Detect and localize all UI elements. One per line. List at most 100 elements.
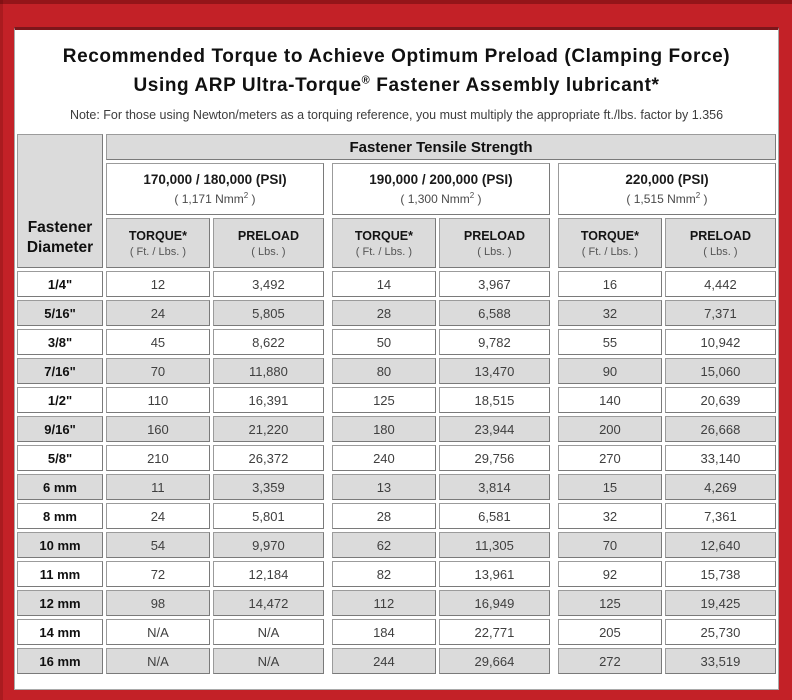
preload-column-header: PRELOAD ( Lbs. ): [212, 218, 324, 268]
preload-value-cell: 5,805: [212, 300, 324, 326]
fastener-diameter-header: Fastener Diameter: [17, 134, 103, 268]
preload-value-cell: 29,756: [438, 445, 550, 471]
torque-value-cell: 13: [331, 474, 436, 500]
torque-value-cell: 184: [331, 619, 436, 645]
torque-value-cell: 180: [331, 416, 436, 442]
preload-value-cell: N/A: [212, 648, 324, 674]
preload-value-cell: 9,782: [438, 329, 550, 355]
preload-column-header: PRELOAD ( Lbs. ): [438, 218, 550, 268]
preload-value-cell: 5,801: [212, 503, 324, 529]
torque-value-cell: 62: [331, 532, 436, 558]
torque-value-cell: 16: [557, 271, 662, 297]
torque-value-cell: 55: [557, 329, 662, 355]
note-text: Note: For those using Newton/meters as a…: [69, 108, 724, 122]
torque-value-cell: 70: [106, 358, 210, 384]
torque-value-cell: 80: [331, 358, 436, 384]
preload-value-cell: 14,472: [212, 590, 324, 616]
diameter-cell: 11 mm: [17, 561, 103, 587]
preload-value-cell: 6,581: [438, 503, 550, 529]
preload-value-cell: 3,814: [438, 474, 550, 500]
torque-value-cell: 112: [331, 590, 436, 616]
torque-value-cell: 54: [106, 532, 210, 558]
torque-value-cell: 90: [557, 358, 662, 384]
preload-value-cell: 16,949: [438, 590, 550, 616]
preload-value-cell: 13,470: [438, 358, 550, 384]
torque-value-cell: 15: [557, 474, 662, 500]
torque-value-cell: 24: [106, 300, 210, 326]
torque-value-cell: 125: [557, 590, 662, 616]
document-title: Recommended Torque to Achieve Optimum Pr…: [15, 43, 778, 100]
preload-value-cell: 7,371: [664, 300, 776, 326]
preload-value-cell: 22,771: [438, 619, 550, 645]
preload-value-cell: 15,060: [664, 358, 776, 384]
preload-value-cell: 26,372: [212, 445, 324, 471]
preload-value-cell: 33,140: [664, 445, 776, 471]
torque-value-cell: 45: [106, 329, 210, 355]
diameter-cell: 3/8": [17, 329, 103, 355]
diameter-cell: 5/16": [17, 300, 103, 326]
diameter-cell: 8 mm: [17, 503, 103, 529]
preload-value-cell: 13,961: [438, 561, 550, 587]
torque-value-cell: 160: [106, 416, 210, 442]
torque-value-cell: 210: [106, 445, 210, 471]
torque-value-cell: N/A: [106, 619, 210, 645]
torque-value-cell: 244: [331, 648, 436, 674]
preload-value-cell: 7,361: [664, 503, 776, 529]
diameter-cell: 6 mm: [17, 474, 103, 500]
diameter-cell: 10 mm: [17, 532, 103, 558]
fastener-diameter-header-line2: Diameter: [26, 238, 94, 256]
preload-value-cell: 9,970: [212, 532, 324, 558]
torque-value-cell: 200: [557, 416, 662, 442]
torque-value-cell: 32: [557, 300, 662, 326]
tensile-strength-header: Fastener Tensile Strength: [106, 134, 776, 160]
torque-table: Fastener Diameter Fastener Tensile Stren…: [17, 134, 776, 674]
preload-value-cell: 19,425: [664, 590, 776, 616]
diameter-cell: 7/16": [17, 358, 103, 384]
preload-value-cell: 3,359: [212, 474, 324, 500]
preload-value-cell: 11,305: [438, 532, 550, 558]
title-line2: Using ARP Ultra-Torque® Fastener Assembl…: [133, 74, 660, 96]
torque-value-cell: 140: [557, 387, 662, 413]
preload-value-cell: 29,664: [438, 648, 550, 674]
torque-value-cell: 98: [106, 590, 210, 616]
nmm-rating: ( 1,300 Nmm2 ): [400, 191, 482, 206]
torque-value-cell: 240: [331, 445, 436, 471]
torque-value-cell: 70: [557, 532, 662, 558]
nmm-rating: ( 1,171 Nmm2 ): [174, 191, 256, 206]
preload-value-cell: 12,640: [664, 532, 776, 558]
torque-value-cell: 272: [557, 648, 662, 674]
torque-column-header: TORQUE* ( Ft. / Lbs. ): [106, 218, 210, 268]
title-line1: Recommended Torque to Achieve Optimum Pr…: [62, 46, 731, 67]
preload-value-cell: 16,391: [212, 387, 324, 413]
preload-value-cell: 33,519: [664, 648, 776, 674]
torque-value-cell: 110: [106, 387, 210, 413]
diameter-cell: 1/4": [17, 271, 103, 297]
preload-value-cell: 4,442: [664, 271, 776, 297]
torque-value-cell: 125: [331, 387, 436, 413]
torque-value-cell: 11: [106, 474, 210, 500]
diameter-cell: 16 mm: [17, 648, 103, 674]
psi-rating: 190,000 / 200,000 (PSI): [369, 172, 513, 187]
psi-rating: 170,000 / 180,000 (PSI): [143, 172, 287, 187]
fastener-diameter-header-line1: Fastener: [27, 218, 93, 236]
diameter-cell: 9/16": [17, 416, 103, 442]
preload-value-cell: 6,588: [438, 300, 550, 326]
preload-value-cell: 11,880: [212, 358, 324, 384]
torque-value-cell: N/A: [106, 648, 210, 674]
torque-value-cell: 28: [331, 503, 436, 529]
diameter-cell: 14 mm: [17, 619, 103, 645]
torque-column-header: TORQUE* ( Ft. / Lbs. ): [557, 218, 662, 268]
preload-value-cell: 23,944: [438, 416, 550, 442]
preload-value-cell: N/A: [212, 619, 324, 645]
nmm-rating: ( 1,515 Nmm2 ): [626, 191, 708, 206]
psi-group-header-220: 220,000 (PSI) ( 1,515 Nmm2 ): [557, 163, 776, 215]
torque-value-cell: 205: [557, 619, 662, 645]
psi-rating: 220,000 (PSI): [625, 172, 709, 187]
torque-column-header: TORQUE* ( Ft. / Lbs. ): [331, 218, 436, 268]
torque-value-cell: 82: [331, 561, 436, 587]
torque-value-cell: 14: [331, 271, 436, 297]
preload-value-cell: 12,184: [212, 561, 324, 587]
torque-value-cell: 24: [106, 503, 210, 529]
torque-value-cell: 270: [557, 445, 662, 471]
